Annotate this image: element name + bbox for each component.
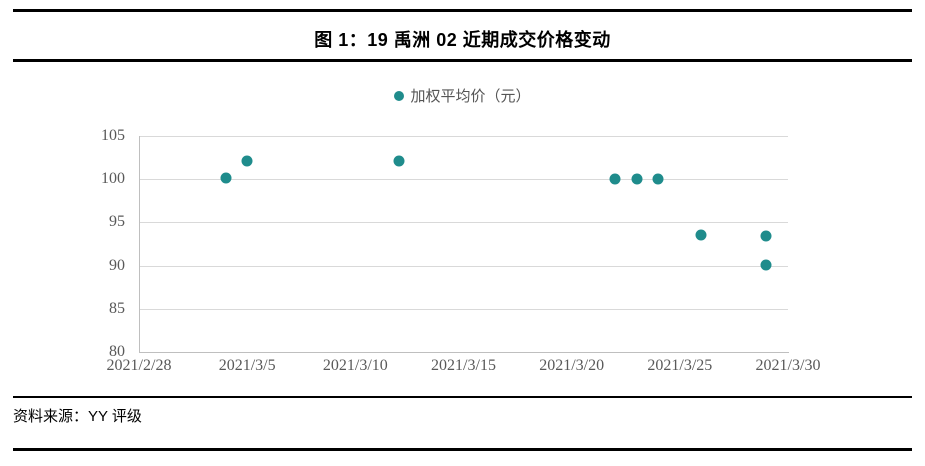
gridline-y-100: [139, 179, 788, 181]
scatter-plot-area: [139, 136, 788, 352]
y-tick-label: 100: [101, 170, 125, 188]
data-point: [393, 155, 405, 167]
source-note: 资料来源：YY 评级: [13, 408, 142, 425]
bottom-divider: [13, 448, 912, 451]
x-tick-label: 2021/3/30: [755, 357, 821, 374]
y-tick-label: 90: [109, 256, 125, 274]
x-tick-label: 2021/3/15: [431, 357, 496, 374]
x-axis-line: [139, 352, 789, 353]
gridline-y-105: [139, 136, 788, 137]
gridline-y-90: [139, 265, 788, 267]
x-tick-label: 2021/2/28: [106, 357, 172, 374]
y-tick-label: 105: [101, 127, 125, 144]
x-tick-label: 2021/3/5: [218, 357, 276, 374]
legend-marker-icon: [394, 90, 405, 101]
data-point: [695, 229, 707, 241]
data-point: [609, 173, 621, 185]
data-point: [631, 173, 643, 185]
gridline-y-85: [139, 308, 788, 310]
y-tick-label: 80: [109, 343, 125, 360]
y-tick-label: 95: [109, 213, 125, 231]
data-point: [652, 173, 664, 185]
top-divider: [13, 9, 912, 12]
data-point: [760, 259, 772, 271]
x-tick-label: 2021/3/25: [647, 357, 713, 374]
legend-label: 加权平均价（元）: [410, 87, 531, 105]
data-point: [241, 155, 253, 167]
y-axis-line: [139, 136, 140, 353]
y-tick-label: 85: [109, 299, 125, 317]
data-point: [220, 172, 232, 184]
chart-legend: 加权平均价（元）: [0, 85, 925, 106]
data-point: [760, 230, 772, 242]
gridline-y-95: [139, 222, 788, 224]
title-divider: [13, 59, 912, 62]
x-tick-label: 2021/3/20: [539, 357, 605, 374]
x-tick-label: 2021/3/10: [322, 357, 388, 374]
source-divider: [13, 396, 912, 398]
figure-title: 图 1：19 禹洲 02 近期成交价格变动: [314, 30, 611, 50]
